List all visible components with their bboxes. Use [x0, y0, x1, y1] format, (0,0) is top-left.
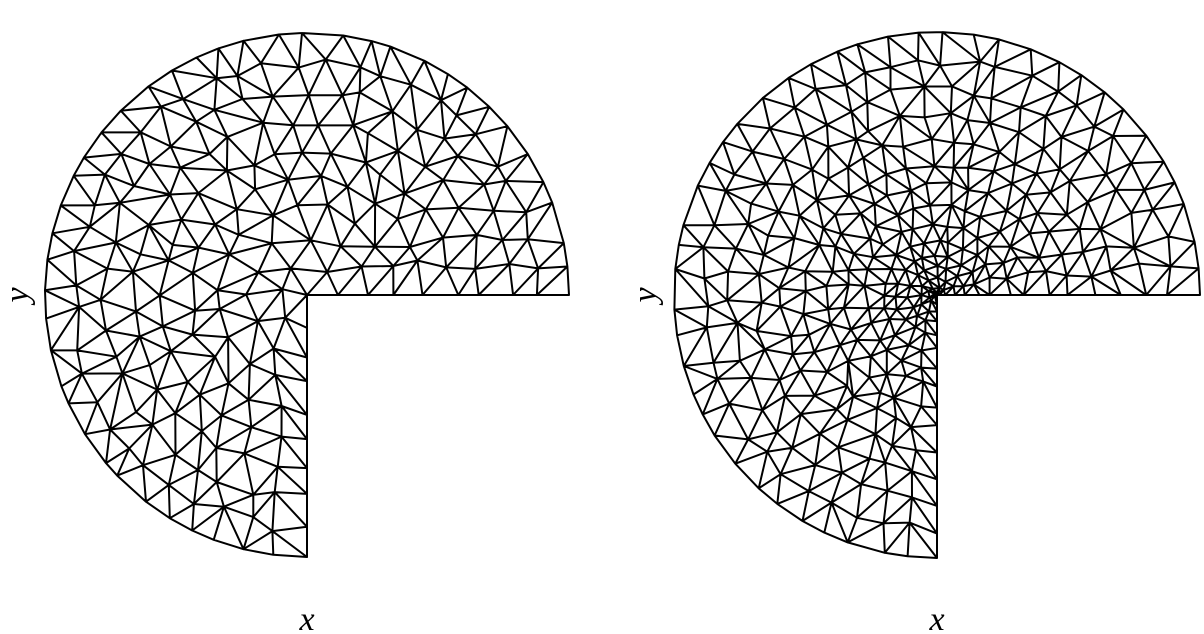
- x-axis-label: x: [298, 601, 314, 634]
- y-axis-label: y: [0, 287, 36, 306]
- x-axis-label: x: [928, 601, 944, 634]
- uniform-mesh: [44, 32, 570, 558]
- y-axis-label: y: [627, 287, 664, 306]
- refined-mesh: [673, 31, 1201, 559]
